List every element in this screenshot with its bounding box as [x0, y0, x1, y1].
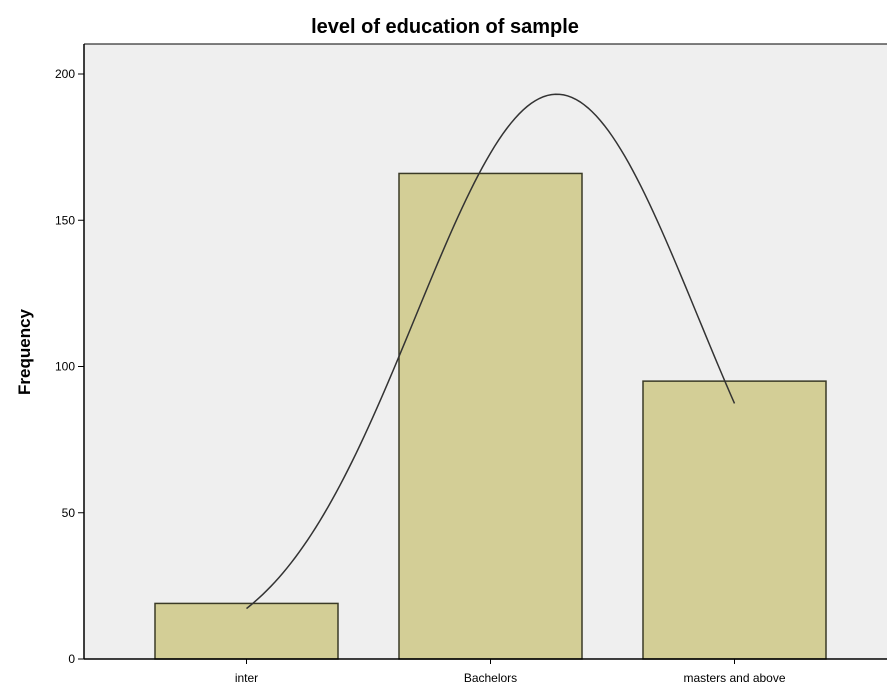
- y-tick-label: 0: [68, 652, 75, 666]
- x-ticks: inter Bachelors masters and above: [235, 659, 786, 685]
- y-tick-label: 50: [62, 506, 76, 520]
- x-tick-label: inter: [235, 671, 258, 685]
- y-tick-label: 100: [55, 360, 75, 374]
- bars: [154, 172, 827, 660]
- normal-curve: [246, 93, 736, 610]
- bar-inter: [154, 602, 339, 660]
- bar-masters-and-above: [642, 380, 827, 660]
- y-tick-label: 150: [55, 213, 75, 227]
- x-tick-label: Bachelors: [464, 671, 517, 685]
- y-ticks: 0 50 100 150 200: [55, 67, 84, 666]
- normal-curve-group: [246, 93, 736, 610]
- axes: [83, 43, 887, 660]
- y-axis-label: Frequency: [15, 308, 34, 395]
- x-tick-label: masters and above: [683, 671, 785, 685]
- y-tick-label: 200: [55, 67, 75, 81]
- bar-bachelors: [398, 172, 583, 660]
- chart-title: level of education of sample: [311, 16, 579, 38]
